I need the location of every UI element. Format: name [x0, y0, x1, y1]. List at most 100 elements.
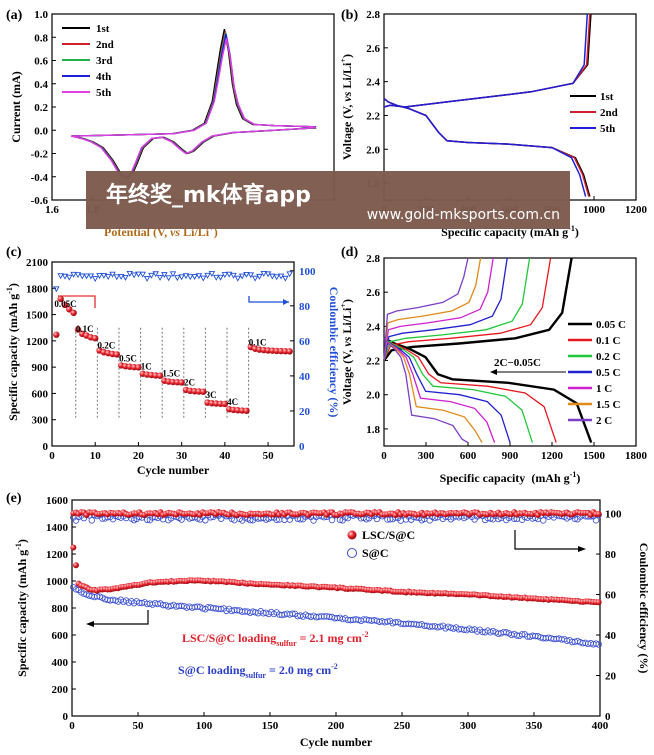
lsc-capacity-point [70, 544, 77, 551]
ce-point [113, 274, 121, 281]
capacity-point [92, 335, 99, 342]
panel-label: (c) [6, 245, 22, 260]
sc-capacity-point [592, 640, 600, 647]
rate-label: 0.05C [54, 299, 76, 309]
legend-label: 3rd [96, 55, 113, 67]
ce-point [273, 274, 280, 281]
sc-ce-point [273, 516, 280, 523]
ce-point [217, 274, 224, 281]
capacity-point [135, 364, 142, 371]
y2-ticks: 0 20 40 60 80 100 [290, 266, 316, 453]
y-tick-label: 0.0 [34, 125, 48, 137]
ce-point [130, 272, 138, 279]
y-tick-label: 1.0 [34, 9, 48, 21]
y-tick-label: 1600 [46, 495, 69, 507]
y-tick-label: 1800 [26, 283, 49, 295]
ce-point [187, 274, 194, 281]
x-axis-label: Specific capacity (mAh g-1) [440, 470, 581, 485]
y-ticks: 1.8 2.0 2.2 2.4 2.6 2.8 [366, 253, 388, 436]
y-tick-label: 300 [32, 415, 49, 427]
x-tick-label: 300 [460, 720, 477, 732]
sc-ce-point [246, 516, 254, 524]
y-tick-label: 600 [32, 388, 49, 400]
legend-label: 0.1 C [596, 335, 621, 347]
y2-tick-label: 60 [605, 590, 617, 602]
ce-point [148, 272, 155, 279]
legend-label: 0.2 C [596, 351, 621, 363]
x-ticks: 0 300 600 900 1200 1500 1800 [381, 442, 648, 462]
y-tick-label: 1200 [26, 336, 49, 348]
x-tick-label: 100 [196, 720, 213, 732]
y-tick-label: 2.0 [366, 144, 380, 156]
x-tick-label: 1.6 [45, 204, 59, 216]
y2-tick-label: 0 [299, 441, 305, 453]
discharge-curve [383, 337, 483, 443]
legend-label: 0.5 C [596, 367, 621, 379]
ce-point [126, 271, 134, 277]
x-tick-label: 0 [49, 450, 55, 462]
ce-point [143, 275, 151, 282]
y2-tick-label: 40 [605, 630, 617, 642]
x-tick-label: 400 [592, 720, 609, 732]
charge-curve [383, 257, 469, 361]
discharge-curve [383, 337, 469, 444]
x-tick-label: 1200 [625, 204, 648, 216]
x-tick-label: 20 [133, 450, 145, 462]
x-tick-label: 250 [394, 720, 411, 732]
panel-label: (d) [341, 245, 358, 260]
watermark-url: www.gold-mksports.com.cn [366, 207, 560, 223]
ce-point [61, 273, 69, 280]
ce-point [91, 276, 99, 282]
x-tick-label: 150 [262, 720, 279, 732]
sc-capacity-point [503, 629, 510, 636]
ce-point [96, 273, 103, 279]
legend-label: 2 C [596, 415, 612, 427]
ce-point [83, 273, 90, 280]
arrow-head-icon [86, 621, 94, 627]
y2-tick-label: 20 [605, 671, 617, 683]
y-tick-label: -0.6 [31, 195, 49, 207]
y-tick-label: 0 [43, 441, 49, 453]
legend-label: 2nd [600, 107, 618, 119]
ce-point [277, 273, 285, 280]
y2-tick-label: 80 [605, 549, 617, 561]
ce-point [256, 273, 263, 280]
y-tick-label: 2.4 [366, 321, 380, 333]
y-tick-label: 2.0 [366, 390, 380, 402]
ce-point [122, 274, 129, 281]
y-tick-label: 2.2 [366, 110, 380, 122]
ce-point [178, 274, 185, 281]
y-ticks: 0 200 400 600 800 1000 1200 1400 1600 [46, 495, 76, 723]
y-ticks: 0 300 600 900 1200 1500 1800 2100 [26, 257, 56, 453]
y2-tick-label: 80 [299, 301, 311, 313]
ce-point [264, 271, 272, 278]
legend-marker-lsc [347, 530, 357, 540]
annotation-sc-loading: S@C loadingsulfur = 2.0 mg cm-2 [178, 662, 338, 680]
ce-point [161, 272, 168, 279]
y-tick-label: 2.6 [366, 43, 380, 55]
y2-tick-label: 100 [605, 509, 622, 521]
y2-tick-label: 60 [299, 336, 311, 348]
y-tick-label: -0.4 [31, 172, 49, 184]
y2-tick-label: 40 [299, 371, 311, 383]
y-axis-label: Specific capacity (mAh g-1) [5, 283, 20, 421]
sc-ce-point [297, 516, 304, 523]
ce-point [234, 275, 242, 282]
x-tick-label: 200 [328, 720, 345, 732]
legend-label-sc: S@C [362, 546, 389, 560]
sc-ce-point [144, 516, 151, 524]
x-axis-label: Cycle number [300, 735, 373, 749]
legend: 1st 2nd 5th [570, 91, 618, 135]
arrow-right-ce-icon [514, 530, 580, 550]
y2-tick-label: 20 [299, 406, 311, 418]
y-tick-label: 0.8 [34, 32, 48, 44]
capacity-point [57, 295, 64, 302]
y-tick-label: 800 [52, 603, 69, 615]
sc-ce-point [88, 517, 95, 524]
voltage-curves [383, 13, 592, 197]
capacity-point [221, 400, 229, 408]
legend-label: 4th [96, 71, 111, 83]
y2-axis-label: Coulombic efficiency (%) [327, 287, 341, 418]
ce-point [251, 275, 259, 282]
ce-point [199, 275, 207, 282]
